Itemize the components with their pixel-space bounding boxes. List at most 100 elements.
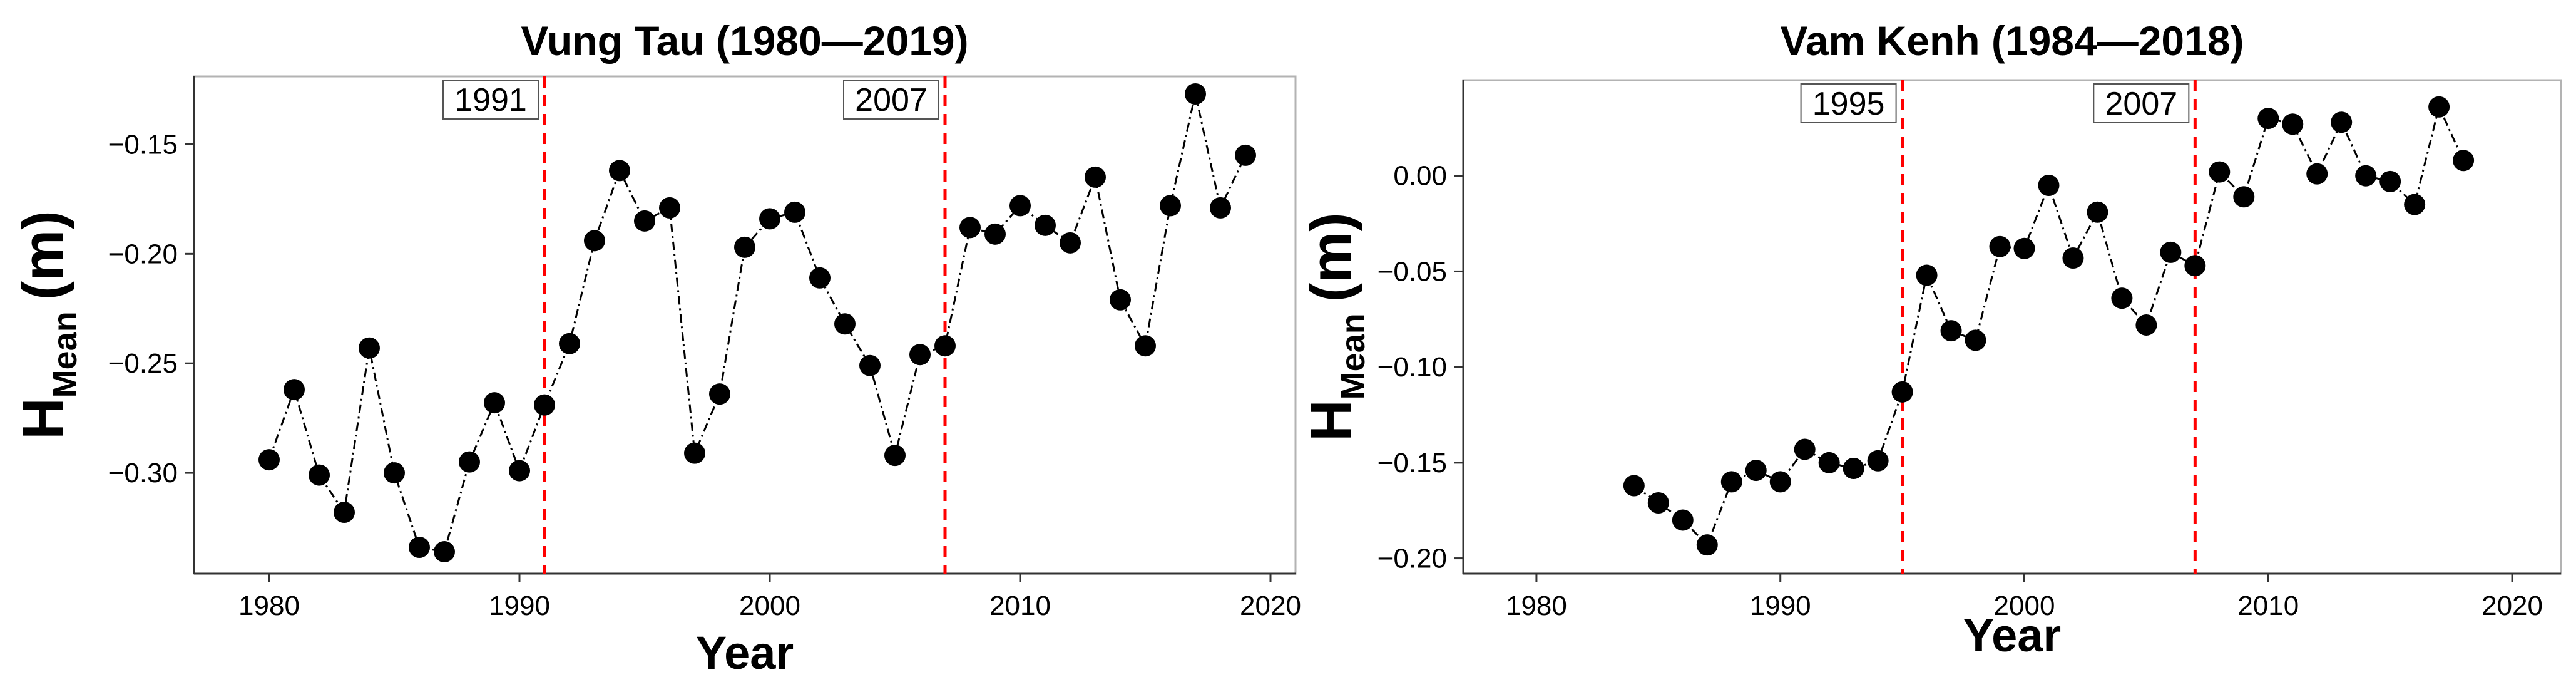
data-point (1818, 452, 1840, 473)
data-point (1940, 320, 1962, 342)
breakpoint-label-box (1800, 83, 1897, 123)
data-point (1235, 144, 1256, 166)
x-tick-label: 2020 (1240, 591, 1301, 621)
data-point (809, 267, 831, 289)
data-point (1989, 235, 2011, 257)
x-tick-label: 2010 (2237, 591, 2299, 621)
data-point (1696, 534, 1718, 556)
data-point (2306, 163, 2328, 185)
data-point (2233, 186, 2255, 208)
data-point (2160, 241, 2182, 263)
data-point (2184, 255, 2206, 277)
data-point (2111, 287, 2133, 309)
breakpoint-label: 2007 (2105, 86, 2177, 122)
data-point (734, 236, 755, 258)
data-point (1185, 83, 1206, 105)
data-point (1794, 438, 1816, 460)
x-tick-label: 2000 (1994, 591, 2055, 621)
x-tick-label: 1990 (1750, 591, 1811, 621)
y-tick-label: −0.30 (108, 458, 178, 488)
y-tick-label: −0.05 (1377, 256, 1447, 287)
data-point (909, 344, 931, 366)
data-point (434, 541, 455, 563)
y-tick-label: −0.20 (1377, 544, 1447, 574)
data-point (459, 451, 480, 473)
data-point (384, 462, 405, 484)
data-point (334, 502, 355, 524)
y-axis-title-unit: (m) (11, 210, 75, 300)
y-tick-label: −0.15 (108, 129, 178, 160)
data-point (1110, 289, 1131, 311)
data-point (2062, 247, 2084, 269)
breakpoint-label: 2007 (855, 82, 928, 118)
data-point (1672, 509, 1694, 531)
y-axis-title-main: H (1299, 400, 1363, 441)
data-point (1060, 232, 1081, 254)
data-point (258, 449, 280, 471)
y-tick-label: 0.00 (1393, 161, 1447, 192)
plot-frame (1462, 79, 2562, 575)
chart-title: Vung Tau (1980—2019) (521, 18, 968, 64)
data-point (2282, 113, 2304, 135)
data-point (959, 217, 981, 239)
data-point (1160, 195, 1181, 217)
data-point (834, 313, 856, 335)
series-line (268, 93, 1247, 553)
y-tick-label: −0.25 (108, 348, 178, 379)
data-point (1965, 329, 1986, 351)
y-axis-title: HMean (m) (11, 210, 84, 440)
data-point (1647, 492, 1669, 514)
data-point (659, 197, 680, 219)
x-tick-label: 2000 (739, 591, 800, 621)
data-point (2331, 111, 2353, 133)
data-point (1135, 335, 1156, 357)
y-axis-title-main: H (11, 398, 75, 439)
breakpoint-label: 1995 (1812, 86, 1885, 122)
data-point (609, 160, 630, 182)
y-axis-title-unit: (m) (1299, 212, 1363, 302)
chart-panel-2: Vam Kenh (1984—2018) 1980 1990 2000 2010 2020… (1299, 18, 2562, 661)
data-point (1745, 460, 1767, 482)
data-point (1769, 471, 1791, 493)
x-tick-label: 2010 (989, 591, 1051, 621)
data-point (684, 442, 705, 464)
x-axis-title: Year (1963, 609, 2061, 661)
x-axis-title: Year (696, 627, 794, 679)
data-point (1035, 214, 1056, 236)
data-point (1009, 195, 1031, 217)
data-point (1843, 458, 1864, 480)
y-tick-label: −0.20 (108, 239, 178, 269)
data-point (1623, 475, 1645, 497)
data-point (709, 383, 730, 405)
breakpoint-label-box (442, 80, 539, 120)
data-point (634, 210, 655, 232)
breakpoint-label-box (843, 80, 939, 120)
data-point (1916, 264, 1938, 286)
data-point (884, 445, 906, 467)
x-tick-label: 1990 (489, 591, 550, 621)
y-axis-title-subscript: Mean (46, 311, 84, 398)
data-point (509, 460, 530, 482)
data-point (534, 394, 555, 416)
breakpoint-label-box (2093, 83, 2190, 123)
data-point (759, 208, 780, 230)
data-point (2135, 314, 2157, 336)
data-point (284, 379, 305, 401)
data-point (2209, 161, 2231, 183)
data-point (359, 337, 380, 359)
data-point (859, 354, 881, 376)
data-point (409, 537, 430, 559)
data-point (559, 333, 580, 354)
data-point (2404, 194, 2426, 215)
data-point (984, 223, 1006, 245)
chart-panel-1: Vung Tau (1980—2019) 1980 1990 2000 2010 2020… (11, 18, 1301, 679)
data-point (2453, 150, 2475, 172)
chart-title: Vam Kenh (1984—2018) (1780, 18, 2244, 64)
data-point (2379, 170, 2401, 192)
data-point (1210, 197, 1231, 219)
x-tick-label: 2020 (2481, 591, 2543, 621)
data-point (309, 464, 330, 486)
data-point (2355, 165, 2377, 187)
